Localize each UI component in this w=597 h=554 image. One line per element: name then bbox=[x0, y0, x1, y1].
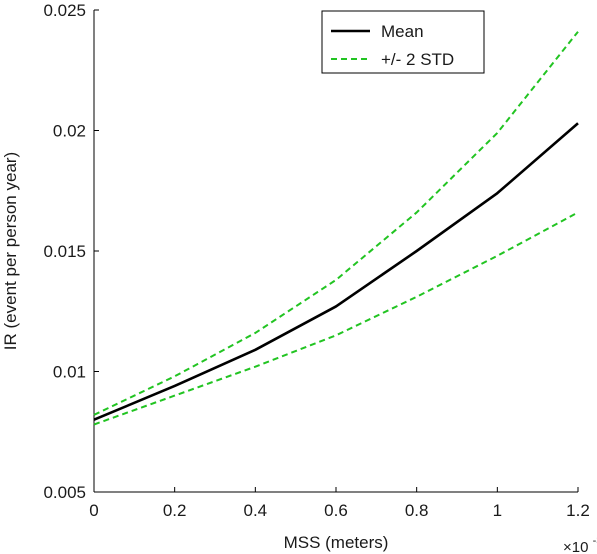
y-axis: 0.005 0.01 0.015 0.02 0.025 bbox=[43, 1, 99, 502]
x-tick-label: 0.2 bbox=[163, 501, 187, 520]
x-axis-label: MSS (meters) bbox=[284, 533, 389, 552]
series-line-lower-2std bbox=[93, 211, 579, 426]
x-axis-multiplier-base: ×10 bbox=[563, 539, 588, 554]
series-layer bbox=[93, 31, 579, 426]
plot-area bbox=[93, 10, 578, 493]
y-tick-label: 0.015 bbox=[43, 242, 86, 261]
x-tick-label: 1 bbox=[493, 501, 502, 520]
legend: Mean +/- 2 STD bbox=[321, 10, 485, 74]
x-tick-label: 0.6 bbox=[324, 501, 348, 520]
y-tick-label: 0.02 bbox=[53, 122, 86, 141]
series-line-mean bbox=[93, 122, 579, 421]
legend-label-mean: Mean bbox=[381, 22, 424, 41]
x-tick-label: 1.2 bbox=[566, 501, 590, 520]
y-tick-label: 0.025 bbox=[43, 1, 86, 20]
x-axis: 0 0.2 0.4 0.6 0.8 1 1.2 bbox=[89, 487, 590, 520]
legend-label-std: +/- 2 STD bbox=[381, 50, 454, 69]
x-tick-label: 0.8 bbox=[405, 501, 429, 520]
x-tick-label: 0.4 bbox=[244, 501, 268, 520]
y-axis-label: IR (event per person year) bbox=[1, 152, 20, 350]
y-tick-label: 0.01 bbox=[53, 363, 86, 382]
x-axis-multiplier-exponent: -3 bbox=[593, 535, 597, 547]
y-tick-label: 0.005 bbox=[43, 483, 86, 502]
series-line-upper-2std bbox=[93, 31, 579, 416]
legend-box bbox=[321, 10, 485, 74]
x-tick-label: 0 bbox=[89, 501, 98, 520]
x-axis-multiplier: ×10 -3 bbox=[563, 535, 597, 554]
